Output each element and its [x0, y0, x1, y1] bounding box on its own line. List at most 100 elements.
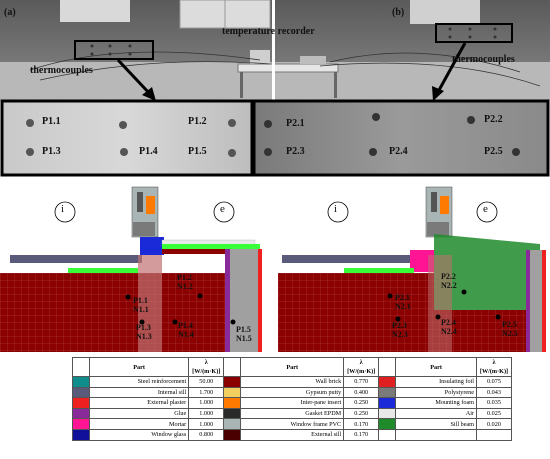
material-name: [395, 428, 477, 441]
material-conductivity: 0.025: [476, 407, 512, 420]
material-name: Mortar: [88, 418, 190, 430]
material-swatch: [72, 386, 90, 399]
legend-lambda-header: λ [W/(m·K)]: [343, 357, 380, 377]
material-conductivity: 1.700: [188, 386, 225, 399]
thermocouples-label-left: thermocouples: [30, 65, 93, 76]
material-name: External sill: [240, 428, 345, 441]
material-conductivity: 1.000: [188, 397, 225, 409]
legend-row: Glue 1.000 Gasket EPDM 0.250 Air 0.025: [72, 407, 512, 420]
material-name: Internal sill: [88, 386, 190, 399]
point-label-p2-3: P2.3 N2.3: [392, 321, 408, 339]
material-swatch: [72, 376, 90, 388]
material-conductivity: 50.00: [188, 376, 225, 388]
material-conductivity: 1.000: [188, 418, 225, 430]
material-conductivity: 0.043: [476, 386, 512, 399]
material-swatch: [72, 428, 90, 441]
recorder-label: temperature recorder: [222, 26, 315, 37]
panel-a-label: (a): [4, 7, 16, 18]
sensor-label-p2-1: P2.1: [286, 118, 305, 129]
point-label-p1-4: P1.4 N1.4: [178, 321, 194, 339]
material-swatch: [378, 397, 397, 409]
material-conductivity: [476, 428, 512, 441]
material-name: Window glass: [88, 428, 190, 441]
material-conductivity: 0.075: [476, 376, 512, 388]
material-swatch: [378, 407, 397, 420]
exterior-marker-left: e: [220, 203, 225, 215]
material-name: External plaster: [88, 397, 190, 409]
material-conductivity: 0.250: [343, 397, 380, 409]
material-swatch: [72, 418, 90, 430]
material-name: Insulating foil: [395, 376, 477, 388]
material-swatch: [223, 428, 242, 441]
material-swatch: [378, 428, 397, 441]
sensor-label-p2-3: P2.3: [286, 146, 305, 157]
cross-section-diagram-right: i e P2.1 N2.1 P2.2 N2.2 P2.3 N2.3 P2.4 N2.4 …: [278, 182, 548, 352]
material-conductivity: 1.000: [188, 407, 225, 420]
material-name: Mounting foam: [395, 397, 477, 409]
material-name: Steel reinforcement: [88, 376, 190, 388]
material-swatch: [223, 407, 242, 420]
inside-marker-left: i: [61, 203, 65, 215]
material-swatch: [378, 376, 397, 388]
photo-panels: (a) (b) temperature recorder thermocoupl…: [0, 0, 550, 178]
sensor-label-p1-5: P1.5: [188, 146, 207, 157]
material-name: Inter-pane insert: [240, 397, 345, 409]
legend-row: Mortar 1.000 Window frame PVC 0.170 Sill bea…: [72, 418, 512, 430]
legend-body: Steel reinforcement 50.00 Wall brick 0.770 I…: [72, 376, 512, 441]
legend-table: Part λ [W/(m·K)] Part λ [W/(m·K)] Part λ [W…: [72, 357, 512, 441]
legend-lambda-header: λ [W/(m·K)]: [188, 357, 225, 377]
material-name: Wall brick: [240, 376, 345, 388]
legend-part-header: Part: [395, 357, 477, 377]
sensor-label-p1-2: P1.2: [188, 116, 207, 127]
legend-part-header: Part: [88, 357, 190, 377]
material-swatch: [223, 386, 242, 399]
material-name: Glue: [88, 407, 190, 420]
sensor-label-p2-2: P2.2: [484, 114, 503, 125]
legend-row: Window glass 0.800 External sill 0.170: [72, 428, 512, 441]
legend-row: Internal sill 1.700 Gypsum putty 0.400 Polys…: [72, 386, 512, 399]
material-name: Air: [395, 407, 477, 420]
cross-section-diagram-left: i e P1.1 N1.1 P1.2 N1.2 P1.3 N1.3 P1.4 N1.4 …: [0, 182, 270, 352]
material-swatch: [72, 407, 90, 420]
material-conductivity: 0.800: [188, 428, 225, 441]
material-name: Gasket EPDM: [240, 407, 345, 420]
photo-illustration: [0, 0, 550, 177]
sensor-label-p1-3: P1.3: [42, 146, 61, 157]
panel-b-label: (b): [392, 7, 405, 18]
legend-row: Steel reinforcement 50.00 Wall brick 0.770 I…: [72, 376, 512, 388]
point-label-p1-1: P1.1 N1.1: [133, 296, 149, 314]
legend-lambda-header: λ [W/(m·K)]: [476, 357, 512, 377]
material-conductivity: 0.035: [476, 397, 512, 409]
material-swatch: [223, 376, 242, 388]
material-swatch: [223, 397, 242, 409]
material-conductivity: 0.770: [343, 376, 380, 388]
exterior-marker-right: e: [483, 203, 488, 215]
point-label-p1-3: P1.3 N1.3: [136, 323, 152, 341]
material-swatch: [378, 386, 397, 399]
point-label-p2-2: P2.2 N2.2: [441, 272, 457, 290]
legend-part-header: Part: [240, 357, 345, 377]
cross-section-right-shapes: [278, 186, 546, 352]
material-conductivity: 0.170: [343, 428, 380, 441]
material-swatch: [223, 418, 242, 430]
cross-section-left-shapes: [0, 186, 262, 352]
material-name: Window frame PVC: [240, 418, 345, 430]
sensor-label-p1-1: P1.1: [42, 116, 61, 127]
material-conductivity: 0.250: [343, 407, 380, 420]
sensor-label-p2-4: P2.4: [389, 146, 408, 157]
sensor-label-p2-5: P2.5: [484, 146, 503, 157]
material-conductivity: 0.020: [476, 418, 512, 430]
inside-marker-right: i: [334, 203, 338, 215]
material-conductivity: 0.400: [343, 386, 380, 399]
material-swatch: [72, 397, 90, 409]
material-swatch: [378, 418, 397, 430]
material-name: Sill beam: [395, 418, 477, 430]
point-label-p2-1: P2.1 N2.1: [395, 293, 411, 311]
sensor-label-p1-4: P1.4: [139, 146, 158, 157]
point-label-p2-5: P2.5 N2.5: [502, 320, 518, 338]
material-conductivity: 0.170: [343, 418, 380, 430]
material-name: Gypsum putty: [240, 386, 345, 399]
point-label-p1-2: P1.2 N1.2: [177, 273, 193, 291]
legend-row: External plaster 1.000 Inter-pane insert 0.…: [72, 397, 512, 409]
legend-header-row: Part λ [W/(m·K)] Part λ [W/(m·K)] Part λ [W…: [72, 357, 512, 377]
